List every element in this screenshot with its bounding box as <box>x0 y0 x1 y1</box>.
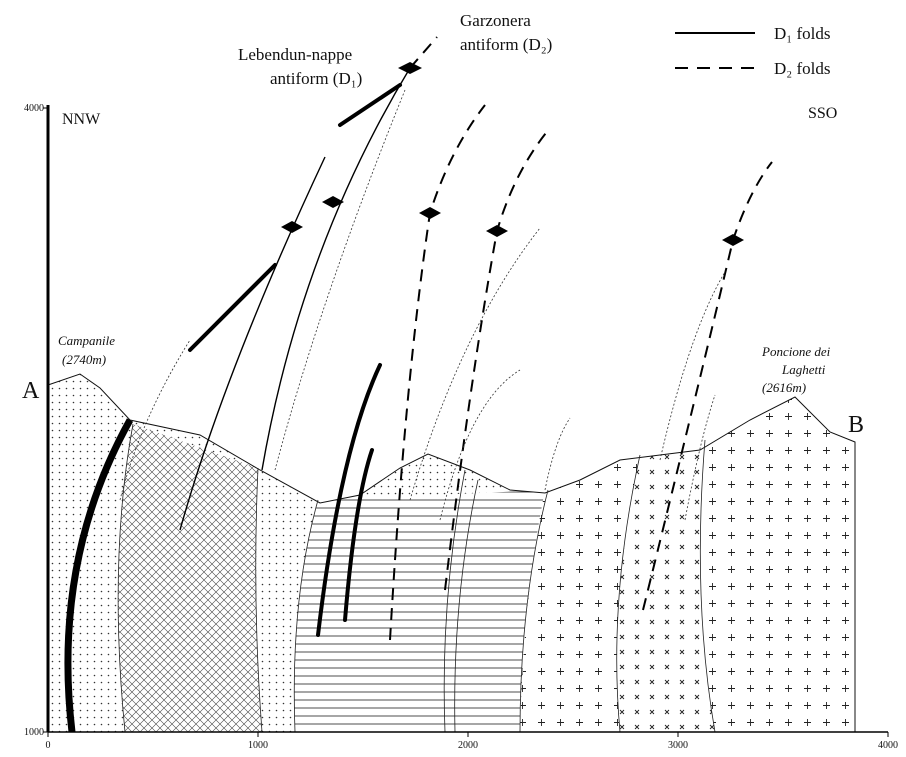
x-tick-label: 1000 <box>248 740 268 751</box>
poncione: Poncione dei <box>761 344 831 359</box>
y-tick-label: 4000 <box>24 103 44 114</box>
x-tick-label: 4000 <box>878 740 898 751</box>
nnw-label: NNW <box>62 111 101 128</box>
lithology <box>48 300 860 732</box>
x-tick-label: 2000 <box>458 740 478 751</box>
garzonera-label-2: antiform (D₂) <box>460 35 552 54</box>
legend-label: D₁ folds <box>774 24 830 43</box>
garzonera-label: Garzonera <box>460 11 531 30</box>
cross-section: 0100020003000400010004000 NNW SSO A B Ca… <box>0 0 906 757</box>
sso-label: SSO <box>808 105 837 122</box>
campanile: Campanile <box>58 333 115 348</box>
legend-label: D₂ folds <box>774 59 830 78</box>
campanile-elev: (2740m) <box>62 352 106 367</box>
lebendun-label: Lebendun-nappe <box>238 45 352 64</box>
lebendun-label-2: antiform (D₁) <box>270 69 362 88</box>
point-a: A <box>22 378 40 404</box>
point-b: B <box>848 412 864 438</box>
axial-symbols <box>281 62 744 246</box>
poncione-elev: (2616m) <box>762 380 806 395</box>
y-tick-label: 1000 <box>24 727 44 738</box>
x-tick-label: 3000 <box>668 740 688 751</box>
legend: D₁ folds D₂ folds <box>675 24 830 78</box>
poncione-2: Laghetti <box>781 362 826 377</box>
x-tick-label: 0 <box>46 740 51 751</box>
